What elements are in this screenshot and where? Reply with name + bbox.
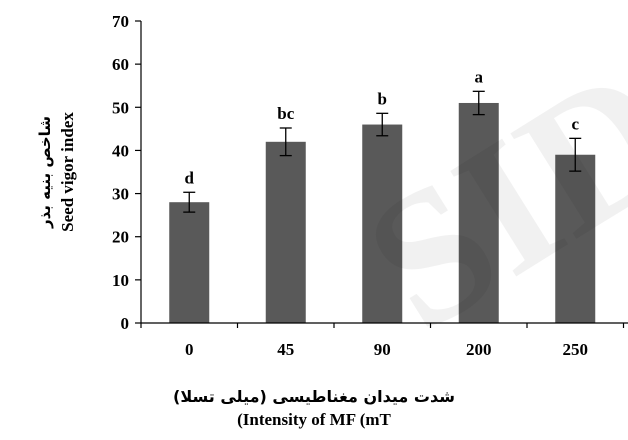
- x-tick-label-0: 0: [185, 340, 194, 359]
- y-axis-label-persian: شاخص بنیه بذر: [36, 116, 54, 229]
- bar-90: [362, 124, 403, 324]
- bar-0: [169, 202, 210, 323]
- significance-letter-200: a: [475, 67, 484, 86]
- y-tick-label-10: 10: [112, 271, 129, 290]
- y-tick-label-20: 20: [112, 228, 129, 247]
- y-tick-label-0: 0: [121, 314, 130, 333]
- significance-letter-45: bc: [277, 104, 294, 123]
- significance-letter-250: c: [571, 114, 579, 133]
- y-axis-label-english: Seed vigor index: [58, 112, 77, 232]
- y-tick-label-30: 30: [112, 185, 129, 204]
- y-tick-label-40: 40: [112, 141, 129, 160]
- bars-layer: d bc b a c: [169, 67, 596, 324]
- y-tick-label-70: 70: [112, 12, 129, 31]
- x-tick-label-200: 200: [466, 340, 492, 359]
- x-tick-label-250: 250: [563, 340, 589, 359]
- bar-45: [265, 141, 306, 323]
- y-tick-label-60: 60: [112, 55, 129, 74]
- x-tick-label-45: 45: [277, 340, 294, 359]
- labels-layer: شاخص بنیه بذر Seed vigor index: [36, 112, 77, 232]
- x-tick-label-90: 90: [374, 340, 391, 359]
- x-axis-label-persian: شدت میدان مغناطیسی (میلی تسلا): [173, 387, 455, 406]
- bar-200: [458, 102, 499, 323]
- y-tick-label-50: 50: [112, 98, 129, 117]
- significance-letter-90: b: [378, 89, 387, 108]
- bar-250: [555, 154, 596, 323]
- significance-letter-0: d: [185, 168, 195, 187]
- axes-layer: 0 45 90 200 250 0 10 20 30 40 50 60 70: [112, 12, 628, 359]
- x-axis-label-english: (Intensity of MF (mT: [237, 410, 391, 429]
